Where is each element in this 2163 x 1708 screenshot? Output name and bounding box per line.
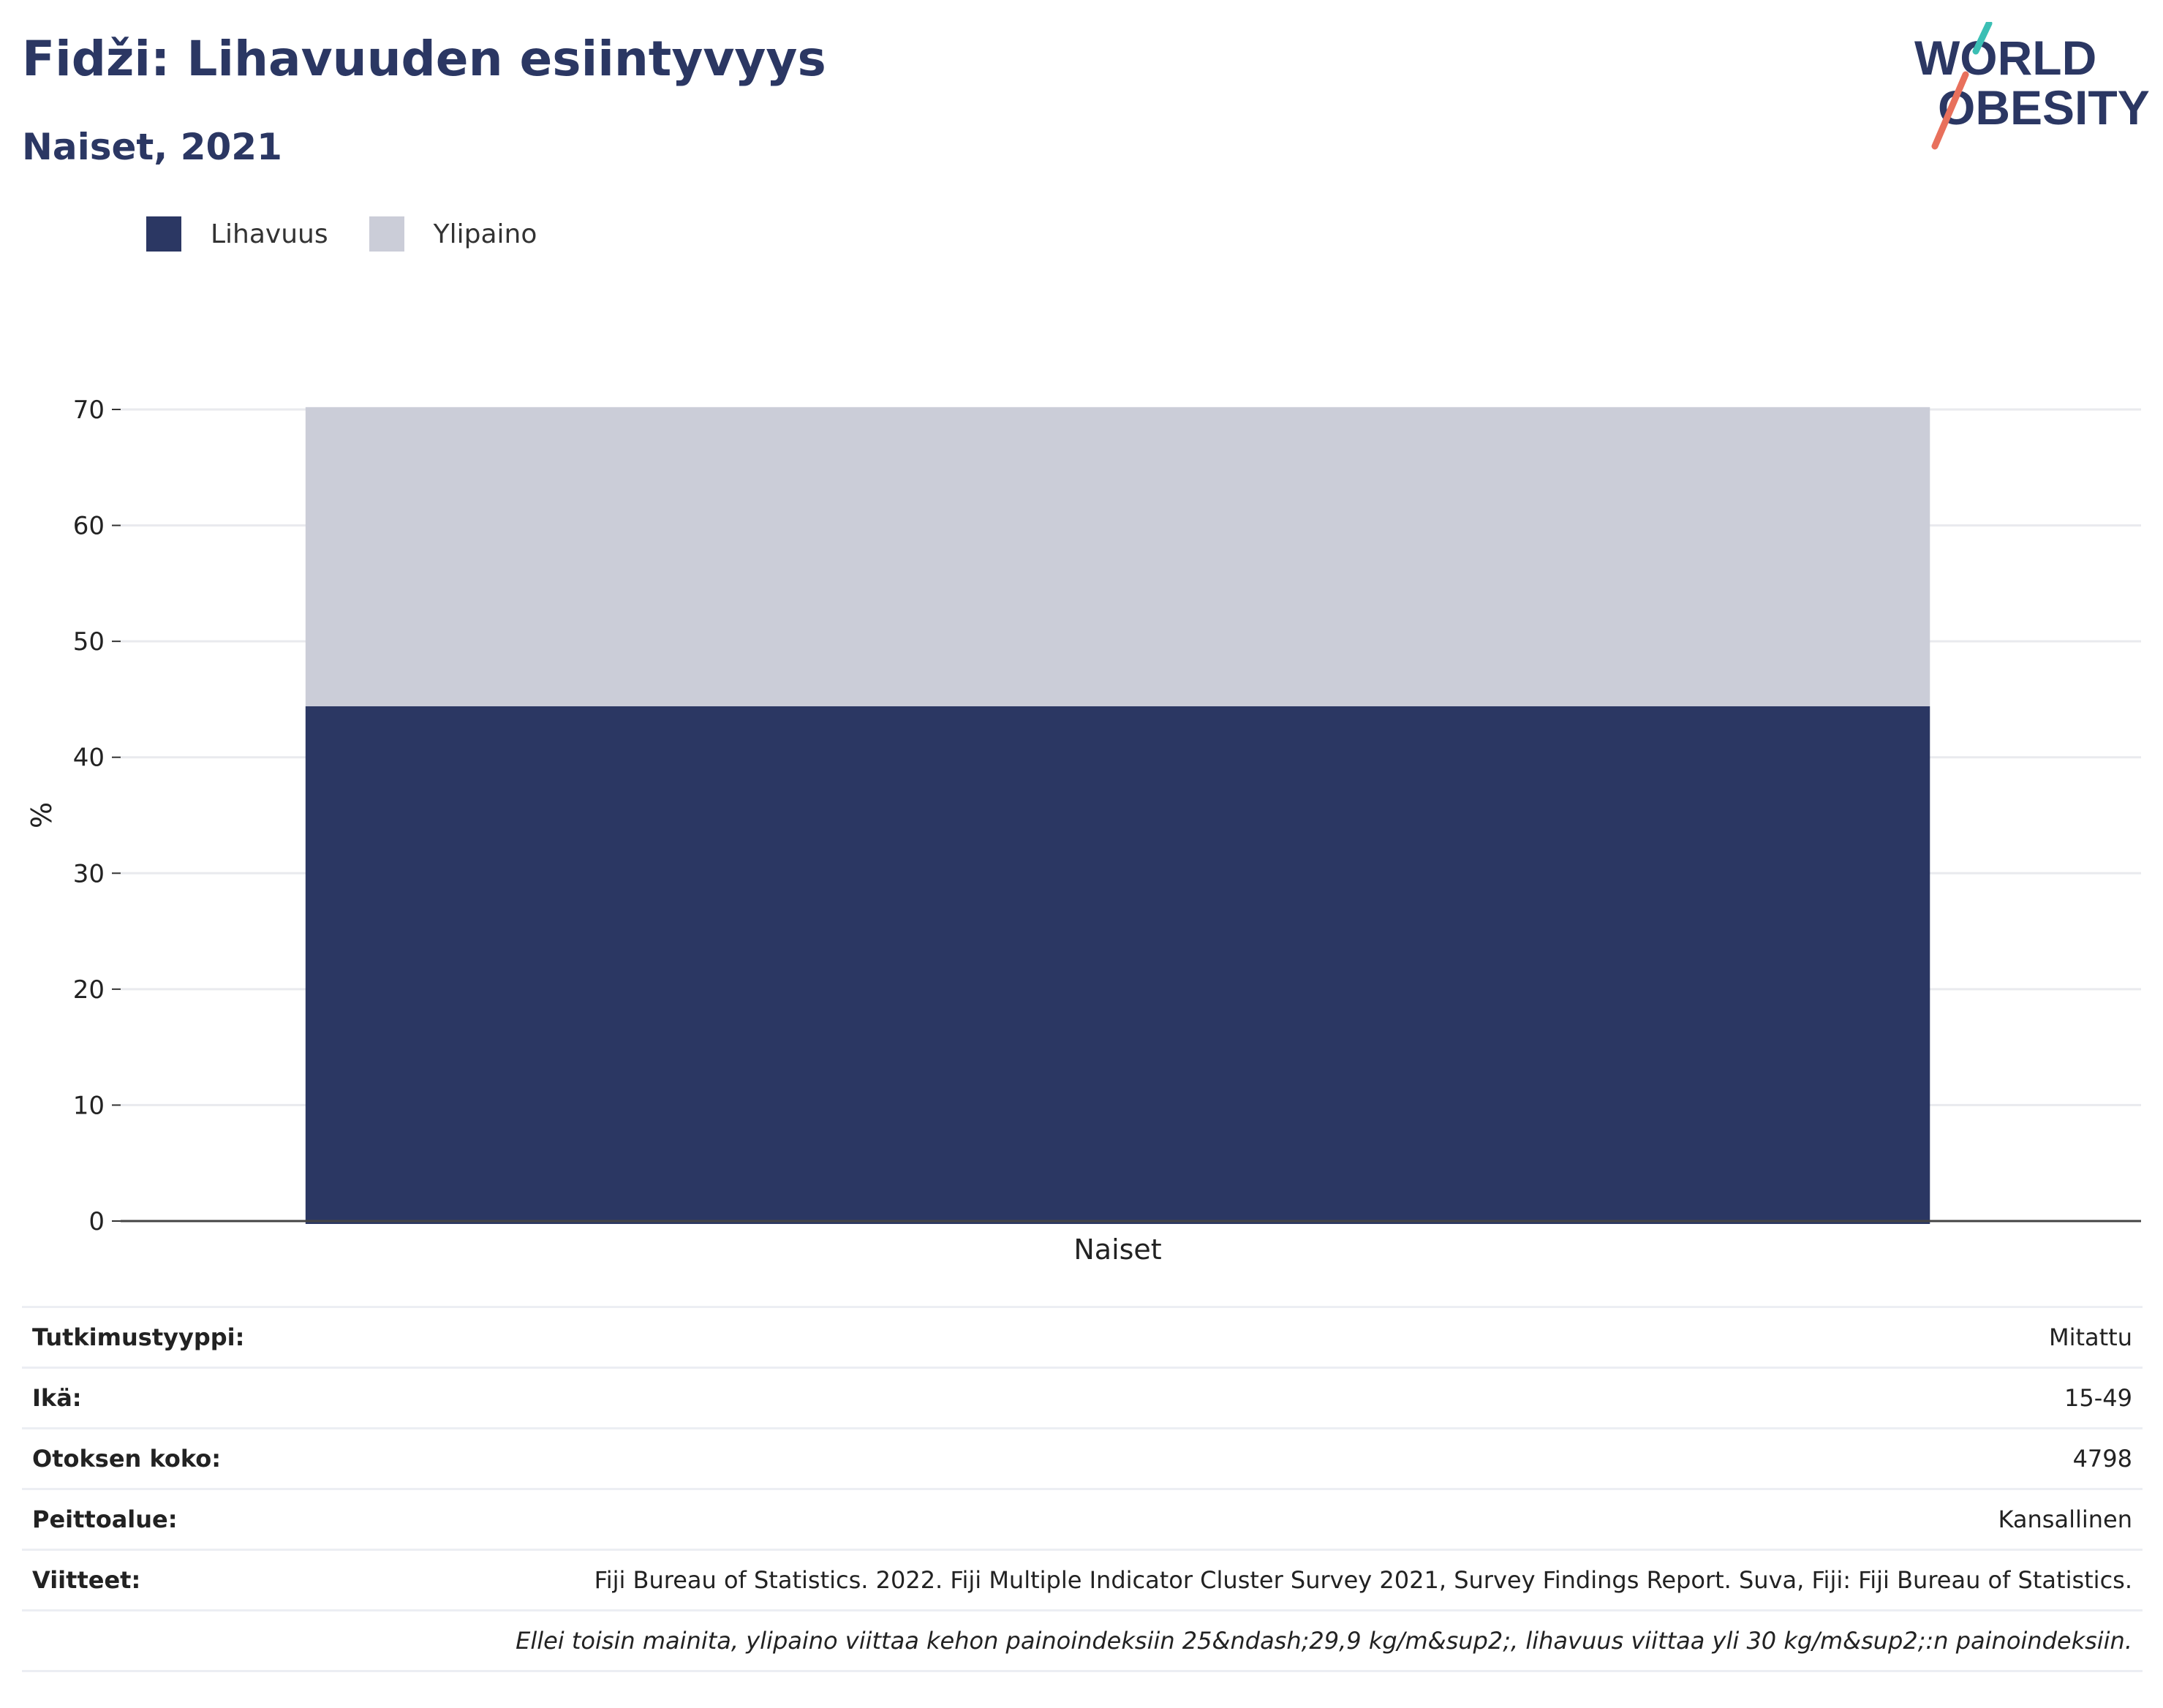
chart-title: Fidži: Lihavuuden esiintyvyys [22, 31, 826, 87]
y-tick-label: 30 [73, 859, 105, 888]
y-tick-label: 0 [88, 1207, 105, 1236]
logo-line1: WORLD [1914, 31, 2096, 85]
logo-line2: OBESITY [1938, 80, 2150, 135]
legend-label-obesity: Lihavuus [211, 219, 328, 249]
meta-value: 4798 [286, 1427, 2143, 1489]
y-tick-label: 20 [73, 975, 105, 1005]
meta-label: Tutkimustyyppi: [22, 1306, 287, 1368]
y-tick-label: 70 [73, 396, 105, 425]
chart-legend: Lihavuus Ylipaino [146, 216, 578, 252]
stacked-bar-chart: 0 10 20 30 40 50 60 70% Naiset [26, 396, 2141, 1266]
y-tick-label: 50 [73, 627, 105, 657]
legend-item-overweight[interactable]: Ylipaino [369, 216, 537, 252]
meta-row-study-type: Tutkimustyyppi: Mitattu [22, 1306, 2143, 1368]
meta-label: Otoksen koko: [22, 1427, 287, 1489]
meta-label: Peittoalue: [22, 1488, 287, 1550]
chart-subtitle: Naiset, 2021 [22, 126, 282, 168]
footnote: Ellei toisin mainita, ylipaino viittaa k… [286, 1609, 2143, 1672]
x-tick-label: Naiset [1073, 1233, 1161, 1266]
meta-label: Ikä: [22, 1367, 287, 1429]
y-tick-label: 60 [73, 512, 105, 541]
legend-label-overweight: Ylipaino [433, 219, 537, 249]
meta-row-references: Viitteet: Fiji Bureau of Statistics. 202… [22, 1549, 2143, 1611]
world-obesity-logo: WORLD OBESITY [1914, 22, 2150, 150]
meta-row-age: Ikä: 15-49 [22, 1367, 2143, 1429]
legend-item-obesity[interactable]: Lihavuus [146, 216, 328, 252]
bar-obesity [305, 706, 1930, 1224]
legend-swatch-overweight [369, 216, 404, 252]
y-axis-label: % [26, 802, 58, 828]
meta-label: Viitteet: [22, 1549, 287, 1611]
meta-value: 15-49 [286, 1367, 2143, 1429]
meta-value: Fiji Bureau of Statistics. 2022. Fiji Mu… [286, 1549, 2143, 1611]
y-tick-label: 10 [73, 1091, 105, 1120]
meta-row-sample-size: Otoksen koko: 4798 [22, 1427, 2143, 1489]
legend-swatch-obesity [146, 216, 181, 252]
y-tick-label: 40 [73, 744, 105, 773]
metadata-table: Tutkimustyyppi: Mitattu Ikä: 15-49 Otoks… [22, 1306, 2143, 1672]
meta-value: Mitattu [286, 1306, 2143, 1368]
meta-row-coverage: Peittoalue: Kansallinen [22, 1488, 2143, 1550]
bar-overweight [305, 407, 1930, 706]
meta-value: Kansallinen [286, 1488, 2143, 1550]
meta-row-footnote: Ellei toisin mainita, ylipaino viittaa k… [22, 1609, 2143, 1672]
